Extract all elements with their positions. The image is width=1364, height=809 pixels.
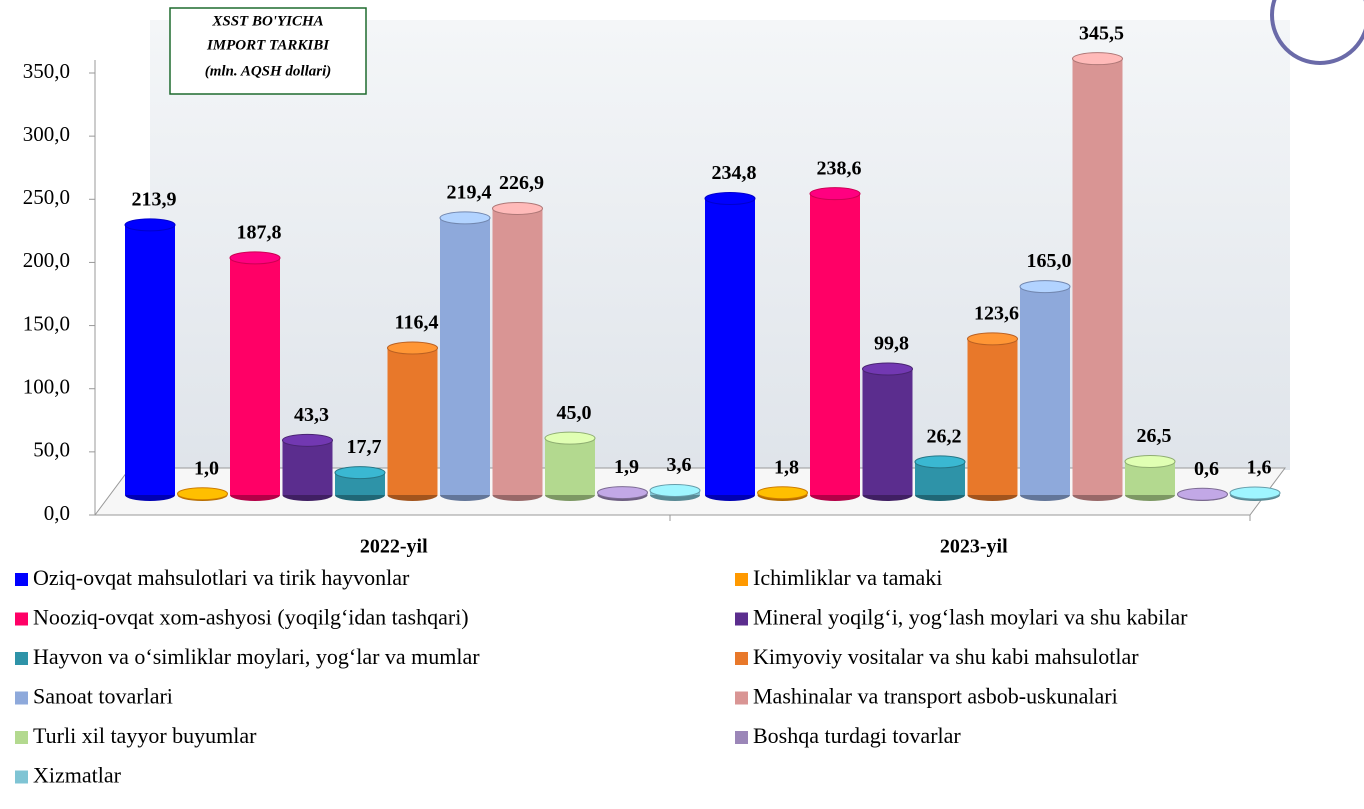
chart-title-line: IMPORT TARKIBI — [206, 37, 330, 53]
value-label: 1,8 — [774, 456, 799, 478]
value-label: 238,6 — [817, 157, 862, 179]
bar — [810, 194, 860, 495]
value-label: 226,9 — [499, 172, 544, 194]
bar — [388, 348, 438, 495]
legend-swatch — [735, 692, 748, 705]
bar — [125, 225, 175, 495]
x-tick-label: 2023-yil — [940, 536, 1008, 558]
bar-cap — [545, 432, 595, 444]
legend-swatch — [735, 652, 748, 665]
value-label: 17,7 — [347, 436, 382, 458]
bar-cap — [440, 212, 490, 224]
legend-label: Boshqa turdagi tovarlar — [753, 723, 961, 748]
chart: XSST BO'YICHA IMPORT TARKIBI (mln. AQSH … — [0, 0, 1364, 809]
legend-label: Mashinalar va transport asbob-uskunalari — [753, 684, 1118, 709]
value-label: 43,3 — [294, 404, 329, 426]
value-label: 3,6 — [667, 454, 692, 476]
bar — [1073, 59, 1123, 495]
bar-cap — [915, 456, 965, 468]
bar-cap — [283, 434, 333, 446]
value-label: 219,4 — [447, 182, 492, 204]
bar-cap — [1073, 53, 1123, 65]
bar-cap — [758, 487, 808, 499]
value-label: 0,6 — [1194, 458, 1219, 480]
y-tick-label: 200,0 — [23, 248, 70, 272]
bar — [1020, 287, 1070, 495]
y-tick-label: 300,0 — [23, 122, 70, 146]
bar — [230, 258, 280, 495]
legend-swatch — [735, 613, 748, 626]
bar-cap — [1178, 488, 1228, 500]
bar-cap — [810, 188, 860, 200]
value-label: 116,4 — [395, 312, 439, 334]
bar-cap — [230, 252, 280, 264]
legend-swatch — [15, 771, 28, 784]
value-label: 165,0 — [1027, 250, 1072, 272]
chart-title-line: XSST BO'YICHA — [211, 13, 323, 29]
bar-cap — [650, 484, 700, 496]
bar-cap — [125, 219, 175, 231]
y-tick-label: 250,0 — [23, 185, 70, 209]
legend-swatch — [735, 731, 748, 744]
bar — [968, 339, 1018, 495]
legend-label: Xizmatlar — [33, 763, 122, 788]
y-tick-label: 150,0 — [23, 311, 70, 335]
bar-cap — [1230, 487, 1280, 499]
value-label: 187,8 — [237, 221, 282, 243]
bar-cap — [968, 333, 1018, 345]
legend-swatch — [15, 573, 28, 586]
bar — [440, 218, 490, 495]
y-tick-label: 50,0 — [33, 438, 70, 462]
x-tick-label: 2022-yil — [360, 536, 428, 558]
bar — [705, 198, 755, 495]
bar — [545, 438, 595, 495]
y-tick-label: 0,0 — [44, 501, 70, 525]
bar-cap — [1125, 456, 1175, 468]
legend-swatch — [15, 692, 28, 705]
legend-swatch — [15, 731, 28, 744]
bar-cap — [335, 467, 385, 479]
legend-label: Mineral yoqilg‘i, yog‘lash moylari va sh… — [753, 605, 1188, 630]
y-tick-label: 350,0 — [23, 59, 70, 83]
value-label: 234,8 — [712, 162, 757, 184]
legend-label: Turli xil tayyor buyumlar — [33, 723, 257, 748]
bar-cap — [863, 363, 913, 375]
bar-cap — [388, 342, 438, 354]
value-label: 1,0 — [194, 457, 219, 479]
value-label: 26,2 — [927, 426, 962, 448]
legend-label: Sanoat tovarlari — [33, 684, 173, 709]
value-label: 1,9 — [614, 456, 639, 478]
legend-label: Kimyoviy vositalar va shu kabi mahsulotl… — [753, 644, 1139, 669]
value-label: 45,0 — [557, 402, 592, 424]
value-label: 213,9 — [132, 188, 177, 210]
value-label: 1,6 — [1247, 457, 1272, 479]
bar-cap — [178, 488, 228, 500]
legend-label: Hayvon va o‘simliklar moylari, yog‘lar v… — [33, 644, 480, 669]
value-label: 99,8 — [874, 333, 909, 355]
bar-cap — [705, 192, 755, 204]
bar — [863, 369, 913, 495]
bar — [493, 208, 543, 495]
bar-cap — [1020, 281, 1070, 293]
value-label: 26,5 — [1137, 425, 1172, 447]
legend-label: Ichimliklar va tamaki — [753, 565, 942, 590]
legend-label: Oziq-ovqat mahsulotlari va tirik hayvonl… — [33, 565, 410, 590]
chart-subtitle: (mln. AQSH dollari) — [205, 63, 332, 79]
legend-swatch — [15, 613, 28, 626]
legend-swatch — [735, 573, 748, 586]
bar-cap — [493, 202, 543, 214]
bar-cap — [598, 487, 648, 499]
bar — [283, 440, 333, 495]
value-label: 123,6 — [974, 303, 1019, 325]
legend-swatch — [15, 652, 28, 665]
legend-label: Nooziq-ovqat xom-ashyosi (yoqilg‘idan ta… — [33, 605, 469, 630]
value-label: 345,5 — [1079, 22, 1124, 44]
y-tick-label: 100,0 — [23, 375, 70, 399]
